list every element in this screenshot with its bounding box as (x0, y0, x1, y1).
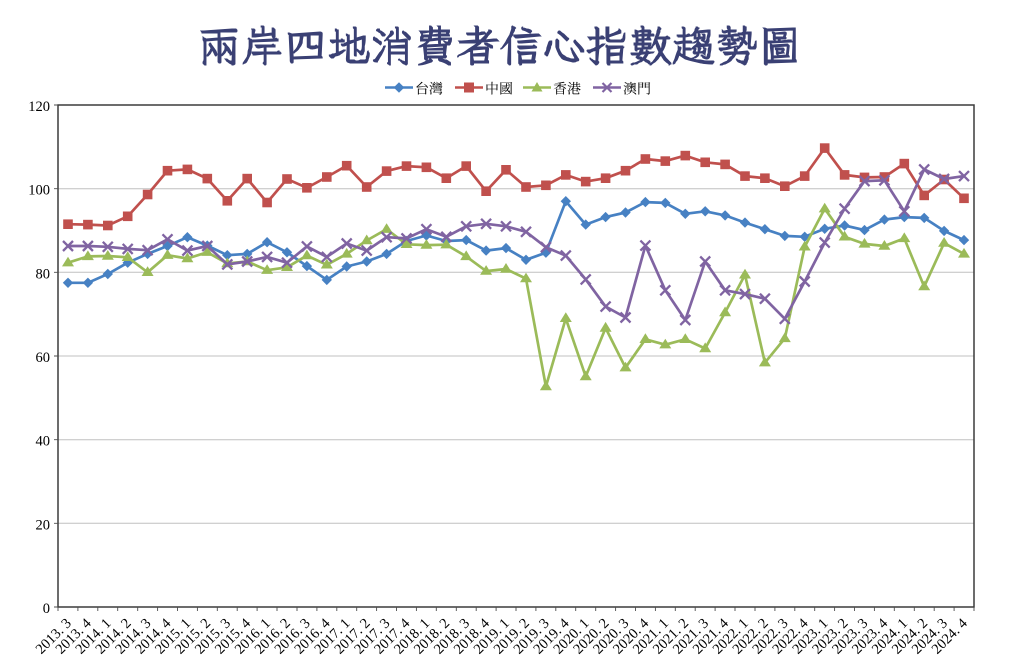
svg-text:20: 20 (36, 517, 51, 533)
svg-text:60: 60 (36, 350, 51, 366)
svg-text:100: 100 (28, 183, 50, 199)
svg-text:40: 40 (36, 434, 51, 450)
svg-text:80: 80 (36, 266, 51, 282)
svg-text:0: 0 (43, 601, 50, 617)
svg-text:120: 120 (28, 99, 50, 115)
